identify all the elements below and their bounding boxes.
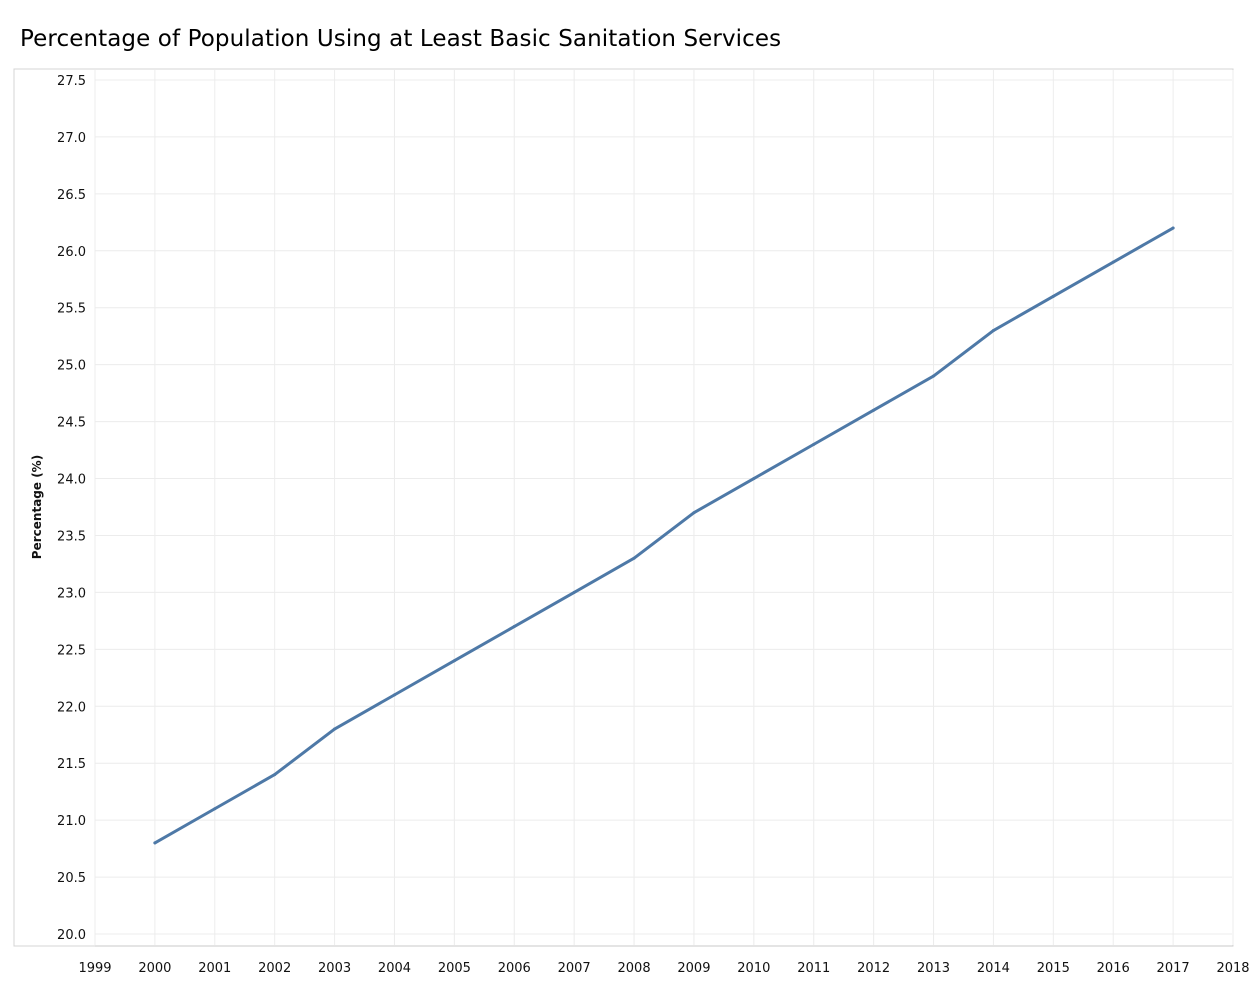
data-point [752,477,756,481]
data-point [572,590,576,594]
x-tick-label: 2014 [977,961,1010,976]
data-point [932,374,936,378]
data-point [692,511,696,515]
x-tick-label: 2008 [618,961,651,976]
y-axis-title: Percentage (%) [30,455,44,559]
x-tick-label: 2011 [797,961,830,976]
y-tick-label: 21.0 [57,814,86,829]
y-tick-label: 22.0 [57,700,86,715]
y-tick-labels: 20.0 20.5 21.0 21.5 22.0 22.5 23.0 23.5 24.0 24.5… [57,74,86,943]
y-tick-label: 20.0 [57,928,86,943]
y-tick-label: 24.0 [57,473,86,488]
data-point [872,408,876,412]
data-point [632,556,636,560]
data-point [273,773,277,777]
y-tick-label: 20.5 [57,871,86,886]
grid-x [94,70,1234,945]
data-point [1111,260,1115,264]
y-tick-label: 26.0 [57,245,86,260]
y-tick-label: 25.0 [57,359,86,374]
y-tick-label: 25.5 [57,302,86,317]
x-tick-label: 2012 [857,961,890,976]
data-point [213,807,217,811]
data-point [333,727,337,731]
x-tick-label: 2010 [737,961,770,976]
data-point [991,329,995,333]
grid-y [95,79,1232,935]
x-tick-label: 2001 [198,961,231,976]
data-point [812,442,816,446]
y-tick-label: 23.5 [57,529,86,544]
data-point [1051,294,1055,298]
x-tick-label: 2016 [1097,961,1130,976]
data-point [1171,226,1175,230]
x-tick-label: 2009 [677,961,710,976]
chart-title: Percentage of Population Using at Least … [20,26,782,52]
y-tick-label: 26.5 [57,188,86,203]
x-tick-label: 2006 [498,961,531,976]
y-tick-label: 22.5 [57,643,86,658]
x-tick-label: 2007 [558,961,591,976]
x-tick-label: 2003 [318,961,351,976]
y-tick-label: 23.0 [57,586,86,601]
x-tick-label: 2015 [1037,961,1070,976]
data-point [512,625,516,629]
x-tick-label: 1999 [78,961,111,976]
series-layer [153,226,1175,845]
data-point [392,693,396,697]
y-tick-label: 21.5 [57,757,86,772]
y-tick-label: 24.5 [57,416,86,431]
x-tick-label: 2002 [258,961,291,976]
x-tick-label: 2013 [917,961,950,976]
x-tick-label: 2004 [378,961,411,976]
x-tick-label: 2005 [438,961,471,976]
data-point [452,659,456,663]
x-tick-label: 2000 [138,961,171,976]
y-tick-label: 27.0 [57,131,86,146]
plot-frame [13,68,1234,947]
data-point [153,841,157,845]
x-tick-label: 2017 [1157,961,1190,976]
x-tick-labels: 1999 2000 2001 2002 2003 2004 2005 2006 2007 2008… [78,961,1249,976]
series-line [153,226,1175,845]
x-tick-label: 2018 [1216,961,1249,976]
y-tick-label: 27.5 [57,74,86,89]
